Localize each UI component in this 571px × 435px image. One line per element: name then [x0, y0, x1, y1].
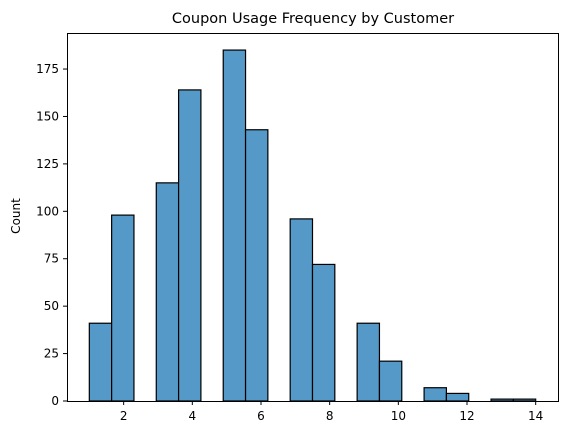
histogram-bar: [423, 387, 448, 402]
histogram-bar: [311, 263, 336, 402]
x-tick-label: 2: [120, 409, 128, 423]
x-tick-label: 10: [391, 409, 406, 423]
y-axis-label: Count: [9, 198, 23, 234]
y-tick-label: 50: [44, 299, 59, 313]
histogram-bar: [512, 398, 537, 402]
plot-frame: [67, 33, 559, 402]
histogram-bar: [88, 322, 113, 402]
histogram-bar: [222, 49, 247, 402]
histogram-bar: [289, 218, 314, 402]
histogram-bar: [378, 360, 403, 402]
chart-title: Coupon Usage Frequency by Customer: [172, 11, 454, 27]
bars-group: [88, 49, 537, 402]
histogram-bar: [177, 89, 202, 402]
histogram-bar: [155, 182, 180, 402]
x-tick-label: 6: [257, 409, 265, 423]
x-axis-ticks: 2 4 6 8 10 12 14: [120, 401, 543, 423]
x-tick-label: 14: [528, 409, 543, 423]
histogram-bar: [111, 214, 135, 402]
y-axis-ticks: 0 25 50 75 100 125 150 175: [36, 62, 67, 408]
y-tick-label: 100: [36, 204, 59, 218]
y-tick-label: 0: [51, 394, 59, 408]
y-tick-label: 175: [36, 62, 59, 76]
histogram-bar: [244, 129, 269, 402]
x-tick-label: 4: [189, 409, 197, 423]
histogram-bar: [445, 392, 470, 402]
x-tick-label: 8: [326, 409, 334, 423]
y-tick-label: 150: [36, 109, 59, 123]
x-tick-label: 12: [459, 409, 474, 423]
y-tick-label: 125: [36, 157, 59, 171]
y-tick-label: 25: [44, 347, 59, 361]
histogram-bar: [356, 322, 381, 402]
histogram-bar: [490, 398, 514, 402]
y-tick-label: 75: [44, 252, 59, 266]
